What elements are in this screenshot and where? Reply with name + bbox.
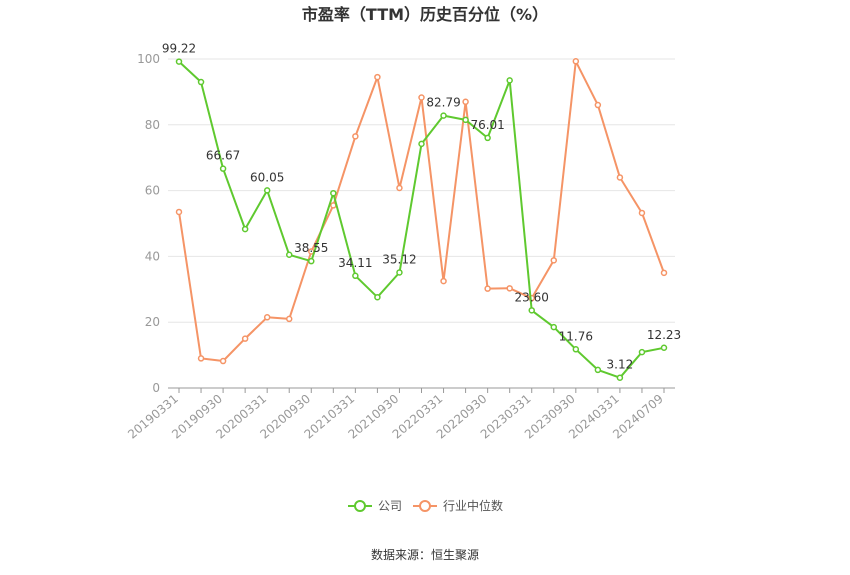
data-label: 60.05	[250, 170, 284, 184]
data-point[interactable]	[528, 307, 535, 314]
data-point[interactable]	[484, 134, 491, 142]
data-point[interactable]	[462, 116, 469, 124]
data-point[interactable]	[197, 355, 205, 362]
data-point[interactable]	[440, 277, 447, 285]
data-label: 34.11	[338, 256, 372, 270]
data-label: 66.67	[206, 149, 240, 163]
data-point[interactable]	[660, 344, 668, 352]
data-point[interactable]	[241, 225, 249, 233]
data-point[interactable]	[197, 78, 205, 86]
legend[interactable]: 公司 行业中位数	[348, 498, 503, 513]
data-point[interactable]	[219, 165, 227, 172]
series-company	[175, 58, 668, 381]
legend-item-company[interactable]: 公司	[348, 499, 402, 513]
data-point[interactable]	[352, 133, 359, 140]
data-point[interactable]	[506, 285, 513, 292]
data-labels: 99.22 66.67 60.05 38.55 34.11 35.12 82.79 76.01…	[162, 42, 681, 372]
data-point[interactable]	[484, 285, 491, 292]
data-point[interactable]	[550, 257, 558, 264]
data-point[interactable]	[352, 272, 359, 280]
data-point[interactable]	[374, 293, 381, 301]
data-point[interactable]	[638, 348, 646, 356]
legend-item-industry-median[interactable]: 行业中位数	[413, 498, 503, 513]
data-label: 76.01	[470, 118, 504, 132]
data-label: 82.79	[426, 96, 460, 110]
legend-label-company: 公司	[378, 499, 402, 513]
chart-title: 市盈率（TTM）历史百分位（%）	[302, 5, 548, 24]
data-label: 35.12	[382, 252, 416, 266]
data-point[interactable]	[616, 174, 624, 181]
data-point[interactable]	[263, 187, 271, 194]
data-point[interactable]	[374, 73, 381, 81]
data-point[interactable]	[263, 314, 271, 321]
data-point[interactable]	[418, 140, 425, 148]
data-point[interactable]	[506, 77, 513, 84]
data-point[interactable]	[175, 208, 183, 216]
data-point[interactable]	[285, 251, 293, 259]
y-tick-label: 60	[145, 184, 160, 198]
data-point[interactable]	[572, 58, 580, 65]
y-tick-label: 40	[145, 249, 160, 263]
data-point[interactable]	[660, 269, 668, 277]
data-label: 99.22	[162, 42, 196, 56]
data-point[interactable]	[285, 315, 293, 323]
data-point[interactable]	[594, 366, 602, 374]
y-tick-label: 0	[152, 381, 160, 395]
data-point[interactable]	[175, 58, 183, 65]
data-label: 3.12	[607, 358, 634, 372]
data-label: 38.55	[294, 241, 328, 255]
data-label: 12.23	[647, 328, 681, 342]
y-tick-label: 80	[145, 118, 160, 132]
series-layer	[175, 58, 668, 381]
series-industry-median	[175, 58, 668, 365]
grid	[168, 58, 675, 323]
data-point[interactable]	[440, 112, 447, 119]
data-point[interactable]	[241, 335, 249, 342]
data-source: 数据来源：恒生聚源	[371, 547, 479, 562]
data-point[interactable]	[418, 94, 425, 101]
data-point[interactable]	[638, 209, 646, 217]
y-tick-label: 20	[145, 315, 160, 329]
data-point[interactable]	[308, 257, 315, 265]
data-point[interactable]	[462, 98, 469, 106]
legend-label-industry-median: 行业中位数	[443, 498, 503, 513]
data-point[interactable]	[219, 357, 227, 365]
series-line	[178, 60, 665, 362]
data-point[interactable]	[616, 374, 624, 381]
data-point[interactable]	[330, 189, 337, 197]
data-point[interactable]	[396, 184, 403, 192]
data-label: 23.60	[515, 290, 549, 304]
data-point[interactable]	[594, 101, 602, 109]
data-point[interactable]	[396, 269, 403, 276]
y-tick-label: 100	[137, 52, 160, 66]
data-point[interactable]	[550, 323, 558, 331]
data-point[interactable]	[572, 346, 580, 353]
data-label: 11.76	[559, 329, 593, 343]
